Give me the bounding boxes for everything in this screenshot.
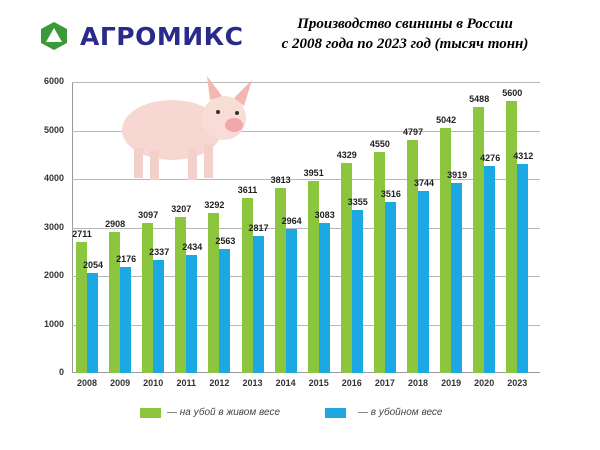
bar (351, 210, 363, 373)
legend-swatch-blue (325, 407, 346, 418)
value-label: 3951 (303, 168, 324, 179)
bar (506, 101, 518, 373)
gridline (72, 276, 540, 277)
x-tick-label: 2015 (308, 378, 329, 388)
value-label: 4312 (513, 150, 534, 161)
value-label: 3355 (347, 197, 368, 208)
bar (384, 202, 396, 373)
bar (407, 140, 418, 373)
bar (241, 197, 253, 373)
bar (76, 241, 87, 373)
bar (219, 248, 231, 373)
brand-logo: АГРОМИКС (40, 21, 243, 51)
value-label: 3611 (237, 184, 258, 195)
y-tick-label: 2000 (43, 270, 64, 280)
hexagon-logo-icon (41, 22, 67, 50)
value-label: 2434 (182, 241, 203, 252)
bar (153, 259, 165, 373)
value-label: 4550 (369, 139, 390, 150)
y-tick-label: 0 (58, 367, 64, 377)
chart-title: Производство свинины в России с 2008 год… (245, 14, 565, 54)
value-label: 3097 (138, 209, 159, 220)
bar (274, 188, 286, 373)
title-line-2: с 2008 года по 2023 год (тысяч тонн) (281, 36, 529, 52)
value-label: 4276 (480, 152, 501, 163)
value-label: 2176 (116, 254, 137, 265)
gridline (72, 227, 540, 229)
bar (175, 217, 187, 373)
value-label: 2964 (281, 216, 302, 227)
bar (307, 181, 319, 373)
value-label: 4329 (336, 150, 357, 161)
value-label: 2337 (149, 246, 170, 257)
value-label: 2711 (72, 228, 92, 239)
value-label: 5600 (502, 88, 523, 99)
x-tick-label: 2019 (441, 378, 462, 388)
value-label: 3292 (204, 200, 225, 211)
value-label: 3207 (171, 204, 192, 215)
value-label: 2817 (248, 223, 269, 234)
gridline (72, 130, 540, 132)
bar (87, 273, 98, 373)
x-tick-label: 2017 (374, 378, 395, 388)
x-tick-label: 2014 (275, 378, 296, 388)
y-tick-label: 1000 (43, 318, 64, 329)
x-tick-label: 2018 (407, 378, 429, 388)
legend-item-live-weight: — на убой в живом весе (140, 407, 280, 418)
bar (208, 213, 220, 373)
bar (473, 106, 485, 373)
y-tick-label: 5000 (43, 124, 64, 135)
x-tick-label: 2008 (76, 378, 98, 388)
bar (109, 231, 121, 373)
brand-name: АГРОМИКС (80, 21, 244, 51)
bar (285, 229, 297, 373)
value-label: 5042 (436, 115, 457, 126)
value-label: 3813 (270, 175, 291, 186)
value-label: 2054 (82, 260, 104, 271)
value-label: 4797 (402, 127, 424, 138)
bar (418, 191, 429, 373)
bar (120, 267, 132, 373)
value-label: 5488 (469, 93, 490, 104)
x-tick-label: 2009 (110, 378, 131, 388)
value-label: 3919 (447, 169, 468, 180)
value-label: 3516 (380, 189, 401, 200)
x-tick-label: 2020 (474, 378, 495, 388)
legend-label: — на убой в живом весе (167, 407, 281, 418)
y-tick-label: 3000 (43, 221, 64, 232)
gridline (72, 82, 540, 83)
bar (440, 128, 452, 373)
gridline (72, 324, 540, 326)
plot-area: 2711 2054 2908 2176 3097 2337 3207 2434 3292 2563… (72, 82, 540, 373)
gridline (72, 179, 540, 180)
y-tick-label: 6000 (43, 76, 64, 86)
x-tick-label: 2011 (176, 378, 197, 388)
legend-item-slaughter-weight: — в убойном весе (325, 407, 442, 418)
bar (484, 165, 496, 373)
bar (340, 163, 352, 373)
bar (373, 152, 385, 373)
bar (318, 223, 330, 373)
value-label: 3744 (413, 178, 435, 189)
x-tick-label: 2023 (507, 378, 528, 388)
x-tick-label: 2012 (209, 378, 230, 388)
piglet-image (122, 76, 252, 180)
x-tick-label: 2016 (341, 378, 362, 388)
bar (517, 163, 529, 373)
x-tick-label: 2010 (143, 378, 164, 388)
bar (142, 222, 154, 373)
x-axis (72, 372, 540, 373)
bar (451, 182, 463, 373)
value-label: 2563 (215, 235, 236, 246)
value-label: 2908 (105, 218, 126, 229)
title-line-1: Производство свинины в России (297, 16, 513, 32)
legend-swatch-green (140, 407, 161, 418)
y-tick-label: 4000 (43, 173, 64, 183)
bar (252, 236, 264, 373)
legend-label: — в убойном весе (358, 407, 443, 418)
bar (186, 254, 198, 373)
x-tick-label: 2013 (242, 378, 263, 388)
value-label: 3083 (314, 210, 335, 221)
